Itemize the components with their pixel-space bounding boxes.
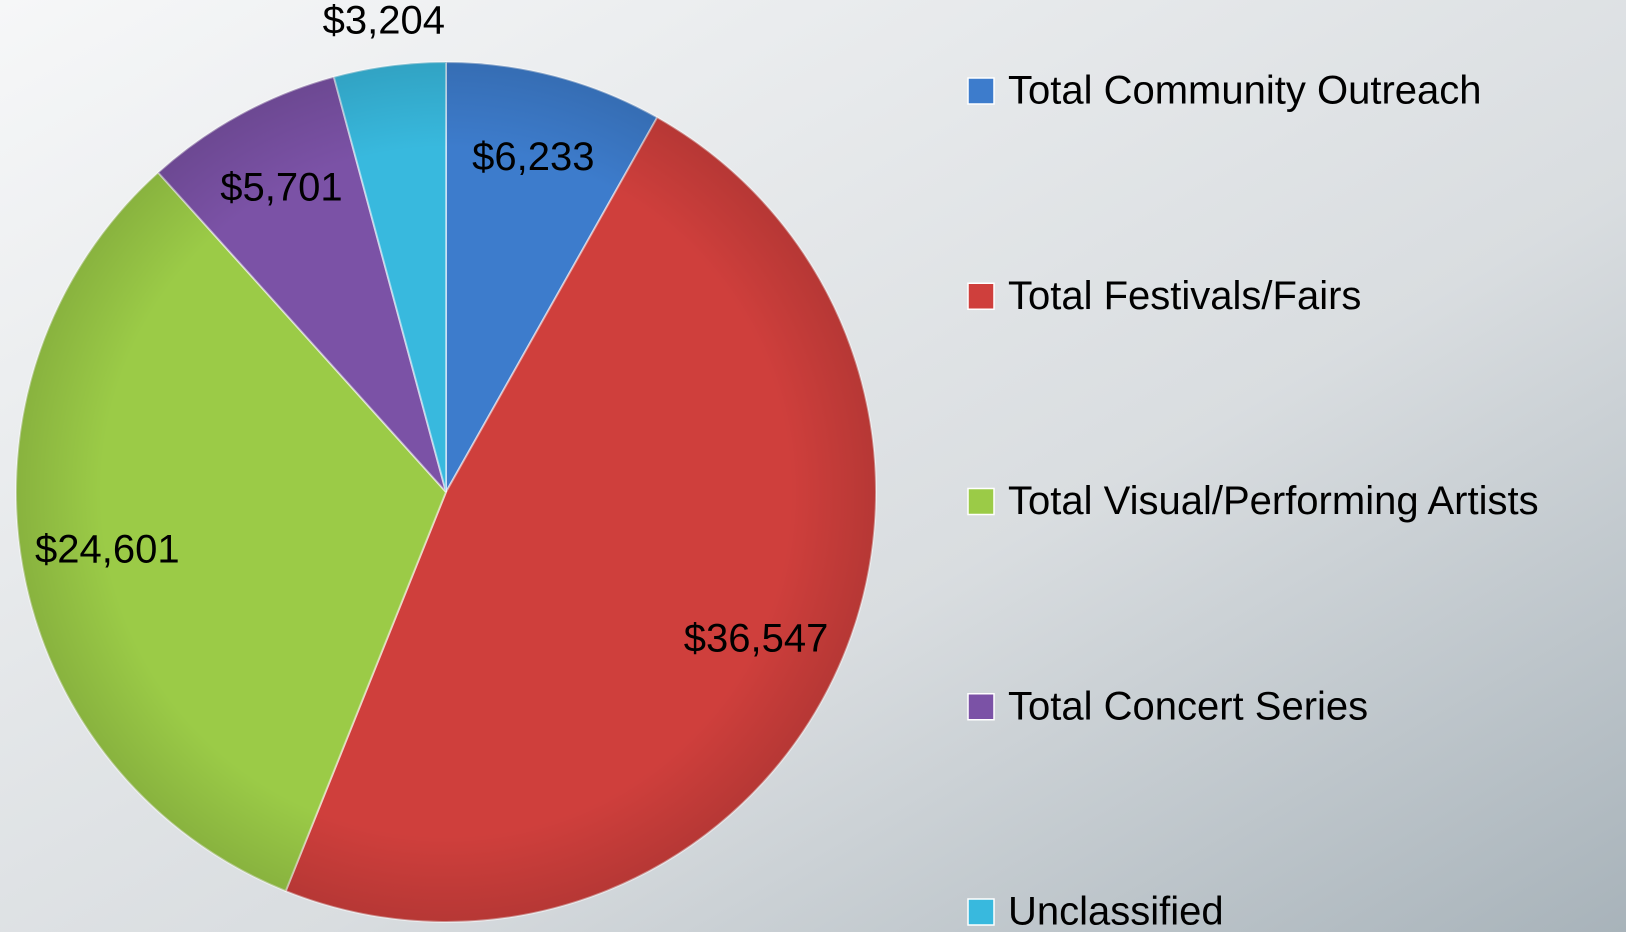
legend-label: Total Visual/Performing Artists <box>1008 479 1539 523</box>
legend-swatch <box>967 898 995 926</box>
pie <box>15 60 877 923</box>
legend-swatch <box>967 77 995 105</box>
legend-label: Total Concert Series <box>1008 684 1368 728</box>
legend-swatch <box>967 487 995 516</box>
legend-label: Total Community Outreach <box>1008 69 1482 113</box>
data-label: $5,701 <box>220 165 342 209</box>
data-label: $36,547 <box>684 616 829 660</box>
legend: Total Community Outreach Total Festivals/… <box>967 69 1539 934</box>
data-label: $3,204 <box>323 0 445 43</box>
legend-swatch <box>967 693 995 721</box>
data-label: $6,233 <box>472 135 594 179</box>
data-label: $24,601 <box>35 528 180 572</box>
legend-label: Total Festivals/Fairs <box>1008 274 1361 318</box>
legend-swatch <box>967 282 995 310</box>
legend-label: Unclassified <box>1008 890 1224 932</box>
